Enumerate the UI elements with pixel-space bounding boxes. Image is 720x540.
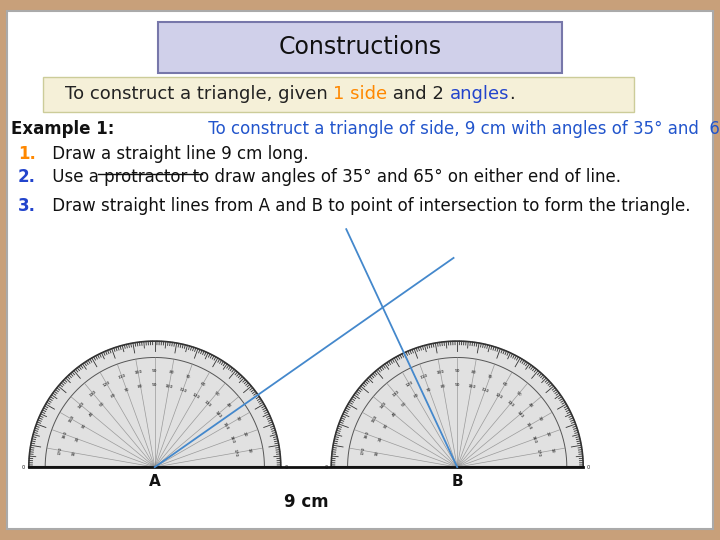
- Text: 40: 40: [391, 411, 397, 418]
- Text: 140: 140: [77, 401, 86, 410]
- Text: 1.: 1.: [18, 145, 36, 164]
- Text: and 2: and 2: [387, 85, 450, 103]
- Text: 110: 110: [481, 387, 490, 394]
- Text: 150: 150: [524, 422, 532, 431]
- Text: 150: 150: [222, 422, 230, 431]
- Polygon shape: [29, 341, 281, 467]
- Text: 30: 30: [235, 416, 240, 423]
- Text: 3.: 3.: [18, 197, 36, 215]
- Text: 130: 130: [203, 400, 212, 409]
- Text: 110: 110: [117, 374, 127, 380]
- FancyBboxPatch shape: [158, 22, 562, 73]
- Text: Example 1:: Example 1:: [11, 119, 114, 138]
- Text: 130: 130: [89, 389, 98, 398]
- Text: 60: 60: [199, 381, 206, 387]
- Polygon shape: [331, 341, 583, 467]
- Text: 10: 10: [247, 448, 251, 454]
- Text: 20: 20: [242, 431, 248, 437]
- Text: Draw a straight line 9 cm long.: Draw a straight line 9 cm long.: [47, 145, 308, 164]
- Text: 170: 170: [535, 448, 541, 457]
- Text: 120: 120: [405, 380, 414, 388]
- Text: 90: 90: [454, 369, 460, 373]
- Text: 160: 160: [61, 430, 68, 439]
- Text: 160: 160: [228, 435, 235, 444]
- Text: 100: 100: [134, 370, 143, 375]
- Text: 80: 80: [440, 384, 446, 389]
- FancyBboxPatch shape: [43, 77, 634, 112]
- Text: 50: 50: [213, 390, 220, 397]
- Text: 30: 30: [537, 416, 543, 423]
- Text: B: B: [451, 474, 463, 489]
- Text: 50: 50: [516, 390, 522, 397]
- Text: 90: 90: [152, 369, 158, 373]
- Text: A: A: [149, 474, 161, 489]
- Text: 40: 40: [527, 402, 534, 409]
- Text: 2.: 2.: [18, 168, 36, 186]
- Text: 70: 70: [426, 387, 433, 393]
- Text: 130: 130: [391, 389, 400, 398]
- Text: 110: 110: [179, 387, 187, 394]
- Text: 0: 0: [587, 464, 590, 470]
- Text: 150: 150: [371, 415, 378, 424]
- Text: 9 cm: 9 cm: [284, 493, 328, 511]
- Text: 30: 30: [81, 423, 87, 429]
- Text: Draw straight lines from A and B to point of intersection to form the triangle.: Draw straight lines from A and B to poin…: [47, 197, 690, 215]
- Text: 60: 60: [110, 393, 117, 399]
- Text: 120: 120: [494, 393, 503, 400]
- Text: 20: 20: [544, 431, 550, 437]
- Text: 70: 70: [487, 374, 493, 380]
- Text: 40: 40: [225, 402, 231, 409]
- Text: 60: 60: [502, 381, 508, 387]
- Text: 90: 90: [454, 383, 460, 387]
- Text: 110: 110: [420, 374, 429, 380]
- Text: 10: 10: [549, 448, 554, 454]
- Text: 120: 120: [102, 380, 112, 388]
- Text: 160: 160: [364, 430, 371, 439]
- Text: .: .: [510, 85, 516, 103]
- Text: angles: angles: [450, 85, 510, 103]
- Text: 50: 50: [401, 401, 408, 408]
- Text: 40: 40: [89, 411, 95, 418]
- Text: 100: 100: [436, 370, 445, 375]
- Text: 80: 80: [471, 370, 477, 375]
- Text: 170: 170: [58, 446, 63, 455]
- Text: Constructions: Constructions: [279, 35, 441, 59]
- Text: 0: 0: [284, 464, 287, 470]
- Text: 100: 100: [165, 384, 174, 389]
- Text: 70: 70: [124, 387, 130, 393]
- Text: 170: 170: [233, 448, 238, 457]
- Text: 20: 20: [75, 436, 81, 442]
- Text: 30: 30: [383, 423, 390, 429]
- Text: 0: 0: [325, 464, 328, 470]
- FancyBboxPatch shape: [7, 11, 713, 529]
- Text: 50: 50: [99, 401, 106, 408]
- Text: 140: 140: [213, 410, 222, 419]
- Text: 160: 160: [531, 435, 537, 444]
- Text: 170: 170: [360, 446, 366, 455]
- Text: 80: 80: [168, 370, 174, 375]
- Text: To construct a triangle, given: To construct a triangle, given: [65, 85, 333, 103]
- Text: 70: 70: [184, 374, 191, 380]
- Text: 120: 120: [192, 393, 200, 400]
- Text: 20: 20: [377, 436, 383, 442]
- Text: 60: 60: [413, 393, 420, 399]
- Text: 80: 80: [138, 384, 143, 389]
- Text: 90: 90: [152, 383, 158, 387]
- Text: 150: 150: [68, 415, 76, 424]
- Text: 100: 100: [467, 384, 476, 389]
- Text: Use a protractor to draw angles of 35° and 65° on either end of line.: Use a protractor to draw angles of 35° a…: [47, 168, 621, 186]
- Text: 140: 140: [379, 401, 388, 410]
- Text: 130: 130: [505, 400, 514, 409]
- Text: 1 side: 1 side: [333, 85, 387, 103]
- Text: To construct a triangle of side, 9 cm with angles of 35° and  65°.: To construct a triangle of side, 9 cm wi…: [203, 119, 720, 138]
- Text: 140: 140: [516, 410, 524, 419]
- Text: 10: 10: [72, 450, 76, 456]
- Text: 10: 10: [374, 450, 379, 456]
- Text: 0: 0: [22, 464, 25, 470]
